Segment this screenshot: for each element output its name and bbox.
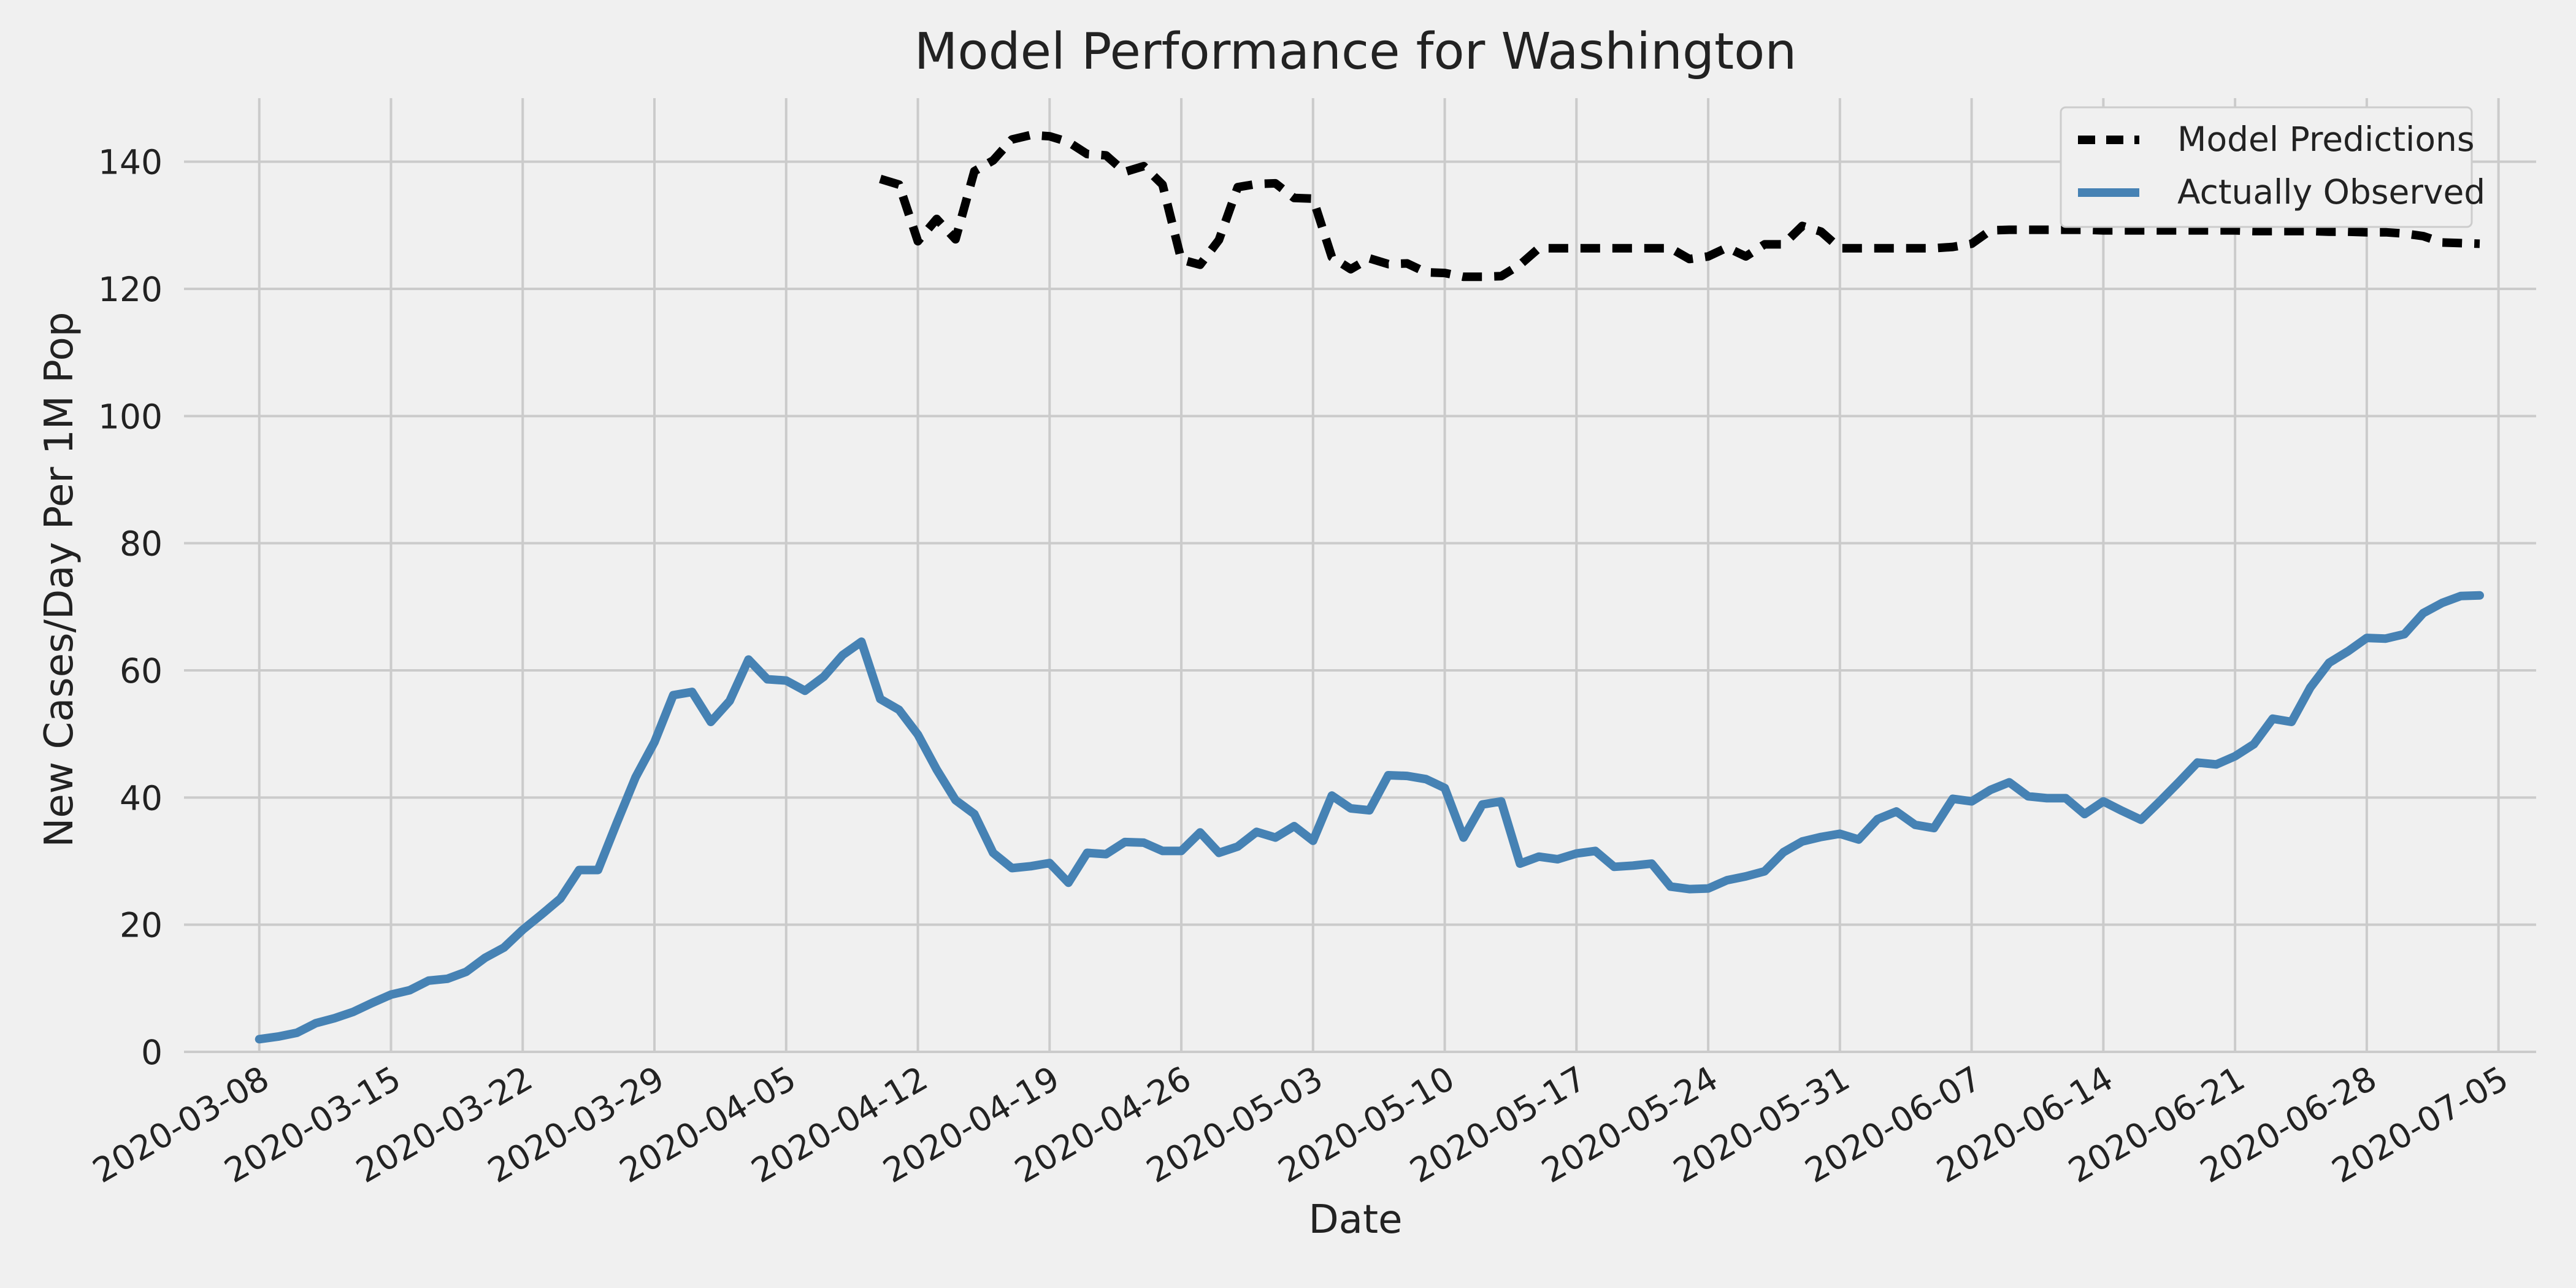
y-tick-label: 60 [120,651,163,691]
y-axis-label: New Cases/Day Per 1M Pop [37,312,82,848]
y-axis: 0 20 40 60 80 100 120 140 [98,143,163,1072]
x-axis-label: Date [1309,1197,1403,1243]
chart-title: Model Performance for Washington [914,23,1797,81]
legend: Model Predictions Actually Observed [2060,106,2485,228]
y-tick-label: 20 [120,906,163,945]
legend-label-model-predictions: Model Predictions [2177,120,2475,159]
y-tick-label: 140 [98,143,163,182]
series-line-actually-observed [255,591,2484,1044]
legend-label-actually-observed: Actually Observed [2177,172,2485,212]
y-tick-label: 0 [141,1033,163,1072]
series-line-model-predictions [879,131,2480,282]
x-axis: 2020-03-082020-03-152020-03-222020-03-29… [86,1059,2515,1190]
series-layer [255,131,2484,1044]
grid [184,98,2536,1053]
y-tick-label: 100 [98,397,163,436]
y-tick-label: 120 [98,270,163,309]
y-tick-label: 40 [120,778,163,818]
legend-box [2060,106,2473,228]
y-tick-label: 80 [120,524,163,564]
